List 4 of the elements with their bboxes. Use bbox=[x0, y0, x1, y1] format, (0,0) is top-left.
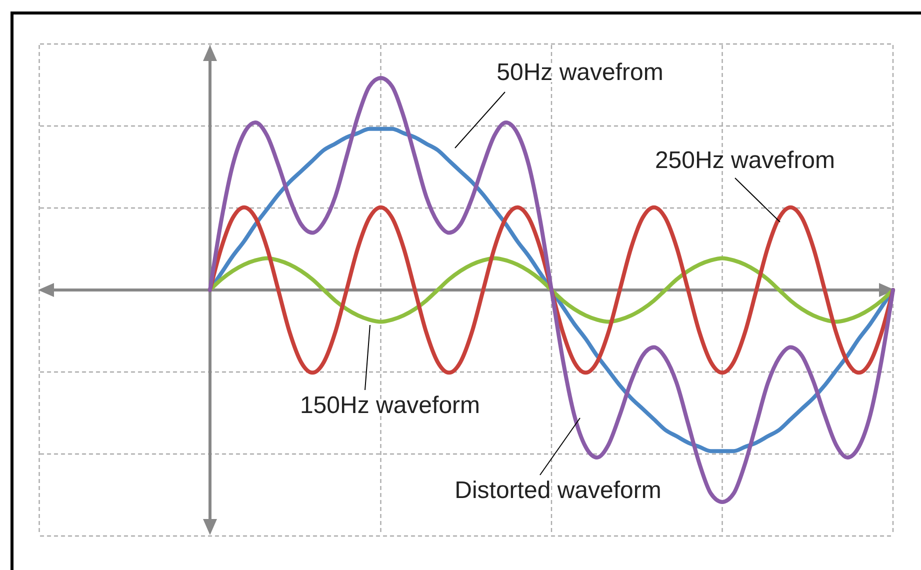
series-label: Distorted waveform bbox=[454, 477, 662, 504]
text: 50Hz wavefrom bbox=[496, 59, 664, 86]
series-label: 250Hz wavefrom bbox=[654, 147, 836, 174]
text: 150Hz waveform bbox=[300, 392, 480, 419]
